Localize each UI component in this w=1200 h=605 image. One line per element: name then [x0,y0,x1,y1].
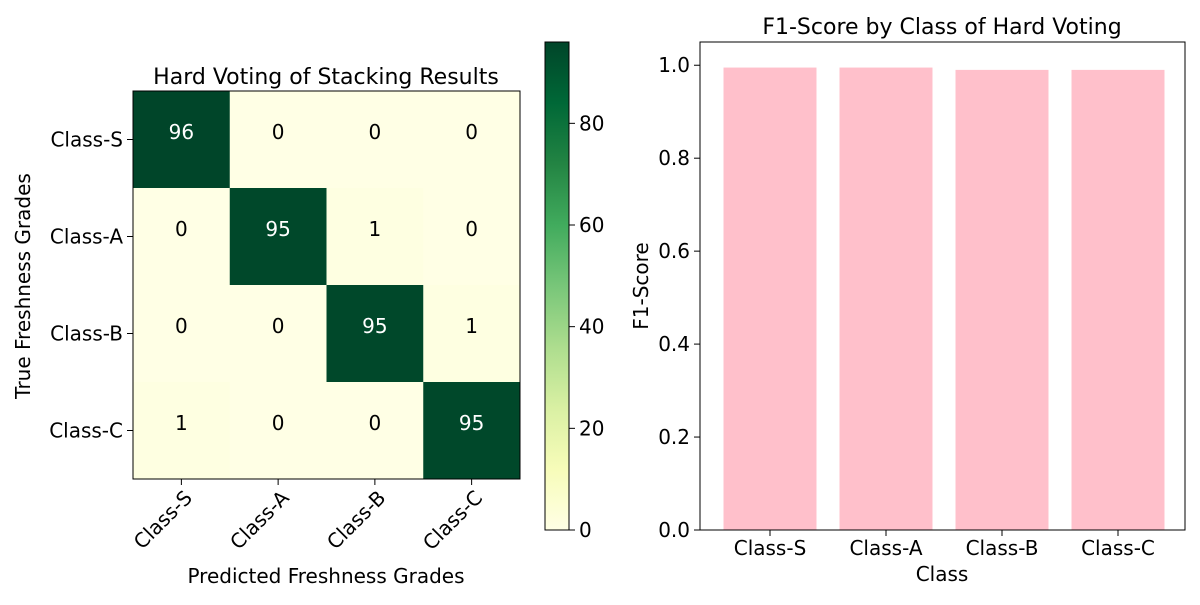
heatmap-cell [133,382,231,480]
colorbar-tick-label: 40 [579,315,604,339]
heatmap-y-tick-label: Class-A [50,225,123,249]
heatmap-cell [133,91,231,189]
heatmap-cell [229,382,327,480]
bar-x-ticks: Class-S Class-A Class-B Class-C [734,530,1155,560]
heatmap-y-label: True Freshness Grades [11,173,35,400]
bar-y-tick-label: 0.4 [658,332,690,356]
bar [1071,69,1165,530]
heatmap-x-tick-label: Class-S [129,486,197,554]
bar-y-label: F1-Score [629,242,653,329]
bar-y-tick-label: 0.0 [658,518,690,542]
bar [839,67,933,531]
heatmap-cell-value: 0 [369,120,382,144]
heatmap-title: Hard Voting of Stacking Results [153,65,499,90]
colorbar-ticks: 0 20 40 60 80 [569,111,604,542]
f1-bar-chart: F1-Score by Class of Hard Voting 0.00.20… [629,15,1186,586]
heatmap-cell [326,188,424,286]
heatmap-cell-value: 95 [362,314,387,338]
heatmap-cell [229,285,327,383]
confusion-matrix-chart: Hard Voting of Stacking Results 96 0 0 0 0 95… [11,41,604,588]
heatmap-cell [326,382,424,480]
bar-x-tick-label: Class-A [849,536,922,560]
heatmap-y-tick-label: Class-C [49,419,123,443]
heatmap-cell-value: 95 [265,217,290,241]
bar-x-tick-label: Class-B [966,536,1039,560]
heatmap-cell-value: 0 [175,314,188,338]
heatmap-x-tick-label: Class-C [418,486,487,555]
bar-x-tick-label: Class-S [734,536,807,560]
bar-x-tick-label: Class-C [1081,536,1155,560]
heatmap-cell-value: 1 [465,314,478,338]
bar-y-tick-label: 0.6 [658,239,690,263]
heatmap-cell-value: 0 [272,120,285,144]
heatmap-cell [326,285,424,383]
colorbar-tick-label: 0 [579,518,592,542]
heatmap-cell [229,188,327,286]
bar-marks [723,67,1165,531]
colorbar-tick-label: 60 [579,213,604,237]
heatmap-cell [423,91,521,189]
heatmap-cell [229,91,327,189]
heatmap-cell-value: 0 [465,120,478,144]
bar [955,69,1049,530]
heatmap-cell-value: 0 [465,217,478,241]
heatmap-cell-value: 0 [369,411,382,435]
heatmap-cell [326,91,424,189]
heatmap-cell-value: 96 [169,120,194,144]
heatmap-cell-value: 0 [272,314,285,338]
heatmap-x-ticks: Class-S Class-A Class-B Class-C [129,479,487,555]
heatmap-y-tick-label: Class-B [50,322,123,346]
heatmap-x-tick-label: Class-A [225,485,294,554]
heatmap-cell-value: 0 [175,217,188,241]
bar-y-ticks: 0.0 0.2 0.4 0.6 0.8 1.0 [658,53,700,542]
bar-x-label: Class [916,562,969,586]
colorbar: 0 20 40 60 80 [544,41,604,542]
heatmap-cell-value: 95 [459,411,484,435]
heatmap-cell [423,188,521,286]
bar [723,67,817,531]
heatmap-frame [132,90,521,480]
heatmap-x-tick-label: Class-B [322,486,390,554]
heatmap-cells: 96 0 0 0 0 95 1 0 0 0 95 1 1 0 0 95 [133,91,521,480]
heatmap-cell-value: 0 [272,411,285,435]
heatmap-cell-value: 1 [369,217,382,241]
colorbar-tick-label: 20 [579,416,604,440]
colorbar-gradient [544,41,570,531]
heatmap-cell-value: 1 [175,411,188,435]
bar-y-tick-label: 0.8 [658,146,690,170]
heatmap-y-ticks: Class-S Class-A Class-B Class-C [49,128,133,443]
heatmap-y-tick-label: Class-S [50,128,123,152]
bar-plot-frame [699,41,1186,531]
heatmap-cell [423,382,521,480]
bar-y-tick-label: 1.0 [658,53,690,77]
heatmap-x-label: Predicted Freshness Grades [187,564,464,588]
bar-chart-title: F1-Score by Class of Hard Voting [762,15,1121,40]
heatmap-cell [423,285,521,383]
colorbar-tick-label: 80 [579,111,604,135]
bar-y-tick-label: 0.2 [658,425,690,449]
heatmap-cell [133,188,231,286]
heatmap-cell [133,285,231,383]
